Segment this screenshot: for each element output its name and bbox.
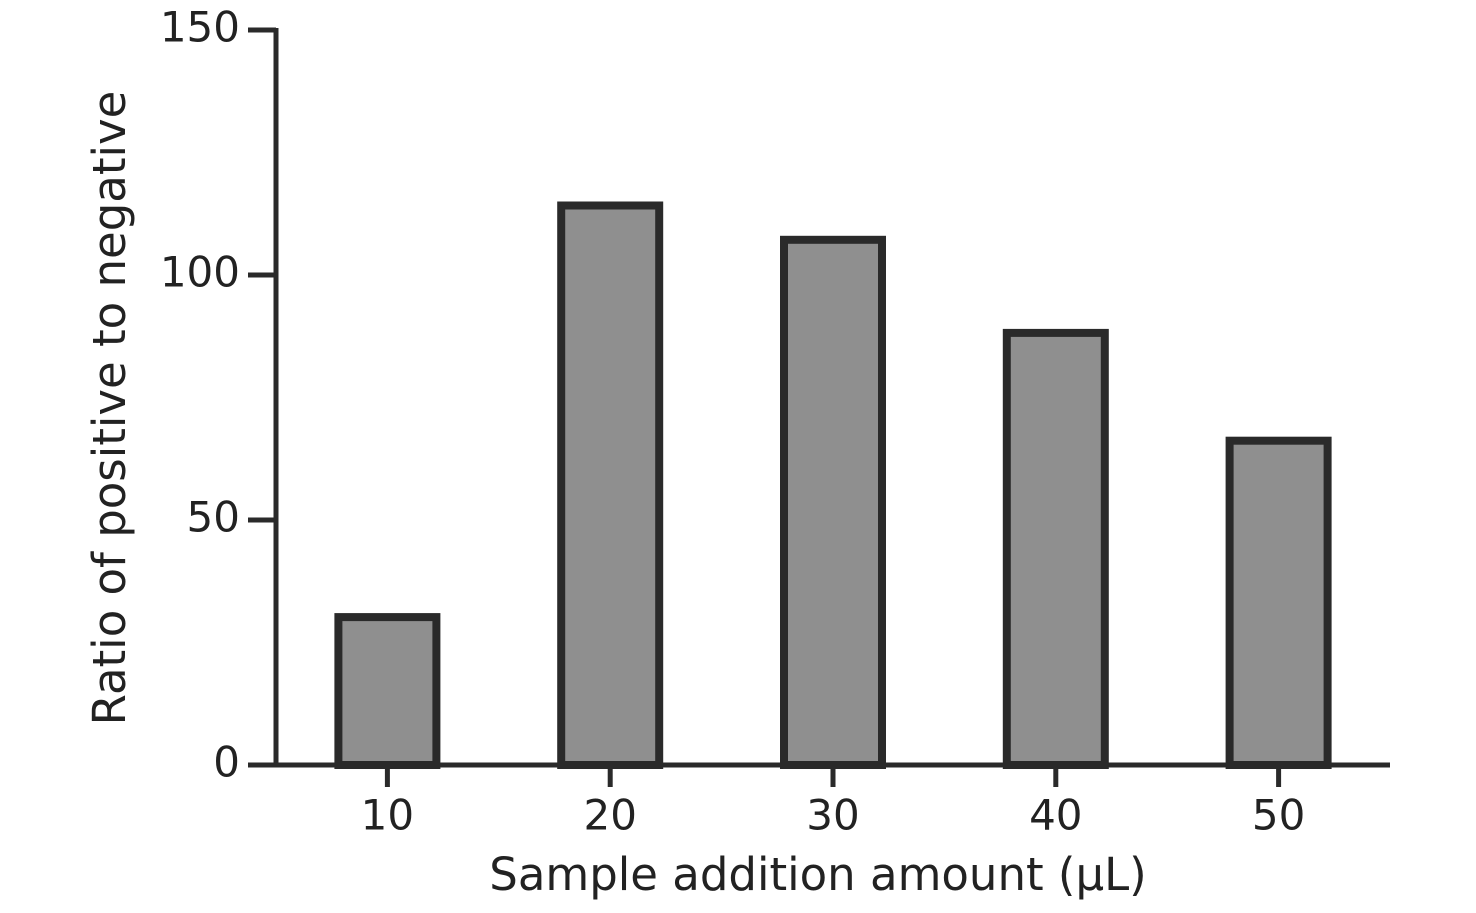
bar [334,613,441,769]
y-tick-label: 150 [160,3,240,52]
x-tick-label: 10 [361,791,414,840]
x-tick-label: 50 [1252,791,1305,840]
x-axis-label: Sample addition amount (µL) [489,848,1147,901]
bar [1002,328,1109,769]
x-tick-label: 30 [806,791,859,840]
y-tick-label: 0 [213,738,240,787]
x-tick-label: 20 [583,791,636,840]
x-tick-label: 40 [1029,791,1082,840]
bar [1225,436,1332,769]
bar [780,235,886,770]
bar [557,201,664,769]
y-axis-label: Ratio of positive to negative [83,91,136,726]
y-tick-label: 100 [160,248,240,297]
y-tick-label: 50 [187,493,240,542]
